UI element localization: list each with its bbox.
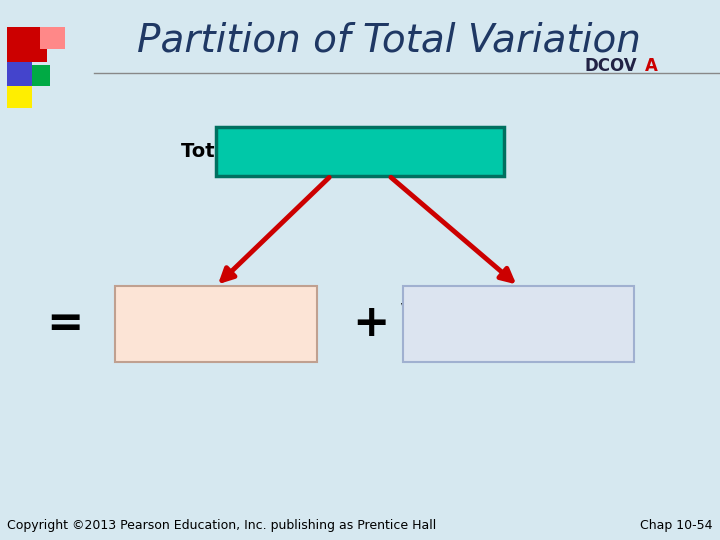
Text: Total Variation (: Total Variation ( <box>181 141 356 161</box>
Text: Variation Due to: Variation Due to <box>140 301 292 320</box>
Text: ): ) <box>431 141 439 161</box>
Text: Partition of Total Variation: Partition of Total Variation <box>137 22 641 59</box>
Text: SSA: SSA <box>218 327 254 345</box>
Text: SST: SST <box>374 141 415 161</box>
Text: A: A <box>645 57 658 75</box>
FancyBboxPatch shape <box>216 127 504 176</box>
Text: Error (: Error ( <box>454 327 515 345</box>
Text: SSW: SSW <box>518 327 559 345</box>
FancyBboxPatch shape <box>403 286 634 362</box>
Bar <box>7 86 32 108</box>
Text: ): ) <box>562 327 569 345</box>
Bar <box>32 65 50 86</box>
Text: =: = <box>46 302 84 346</box>
Bar <box>7 27 47 62</box>
Text: Factor (: Factor ( <box>140 327 212 345</box>
Text: Chap 10-54: Chap 10-54 <box>640 519 713 532</box>
FancyBboxPatch shape <box>115 286 317 362</box>
Text: ): ) <box>258 327 265 345</box>
Bar <box>7 62 32 86</box>
Text: DCOV: DCOV <box>585 57 637 75</box>
Bar <box>40 27 65 49</box>
Text: Copyright ©2013 Pearson Education, Inc. publishing as Prentice Hall: Copyright ©2013 Pearson Education, Inc. … <box>7 519 436 532</box>
Text: +: + <box>352 302 390 346</box>
Text: Variation Due to Random: Variation Due to Random <box>401 301 636 320</box>
